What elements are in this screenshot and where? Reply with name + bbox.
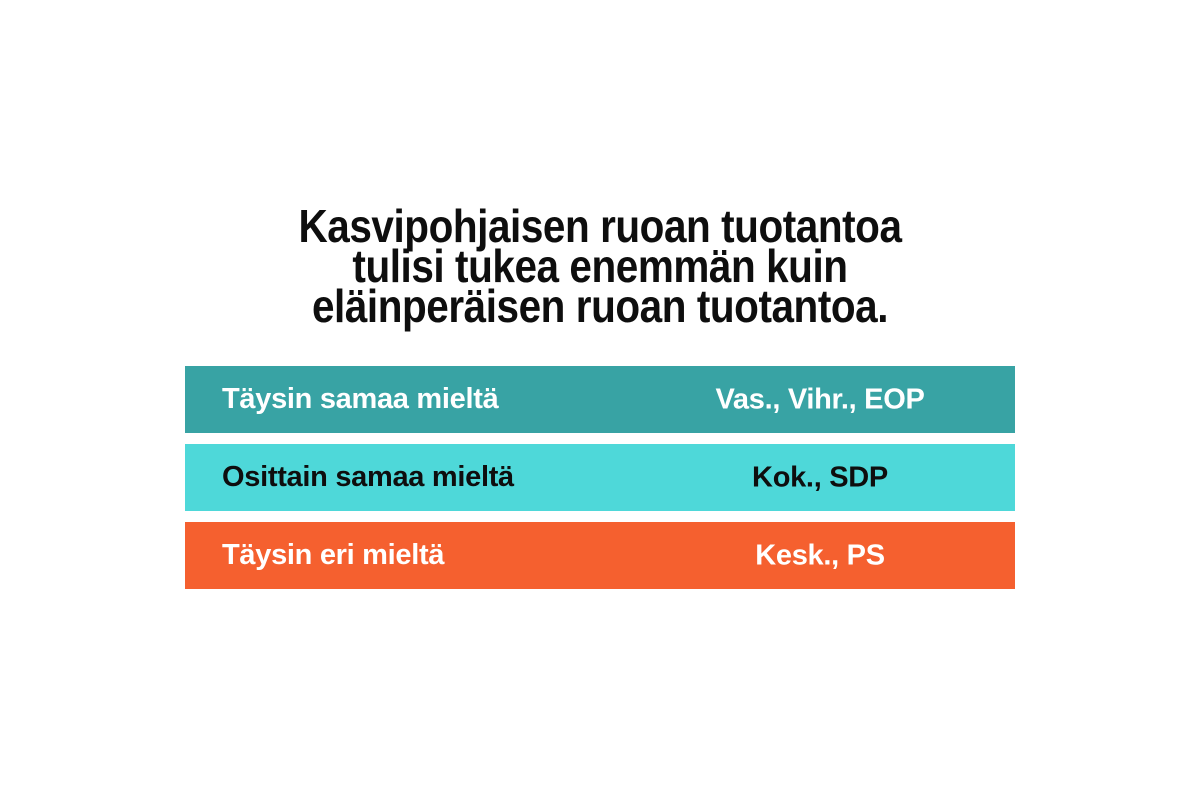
chart-title-line-2: tulisi tukea enemmän kuin [352,240,848,292]
bar-row-partially-agree: Osittain samaa mieltä Kok., SDP [185,444,1015,511]
chart-title-line-1: Kasvipohjaisen ruoan tuotantoa [298,200,902,252]
bar-row-fully-agree: Täysin samaa mieltä Vas., Vihr., EOP [185,366,1015,433]
opinion-label-fully-disagree: Täysin eri mieltä [222,539,445,571]
chart-title-line-3: eläinperäisen ruoan tuotantoa. [311,280,889,332]
bar-row-fully-disagree: Täysin eri mieltä Kesk., PS [185,522,1015,589]
opinion-label-fully-agree: Täysin samaa mieltä [222,383,499,415]
parties-fully-agree: Vas., Vihr., EOP [715,383,925,415]
opinion-bars: Täysin samaa mieltä Vas., Vihr., EOP Osi… [185,366,1015,589]
chart-title: Kasvipohjaisen ruoan tuotantoa tulisi tu… [72,200,1128,332]
parties-partially-agree: Kok., SDP [752,461,888,493]
parties-fully-disagree: Kesk., PS [755,539,885,571]
opinion-label-partially-agree: Osittain samaa mieltä [222,461,514,493]
